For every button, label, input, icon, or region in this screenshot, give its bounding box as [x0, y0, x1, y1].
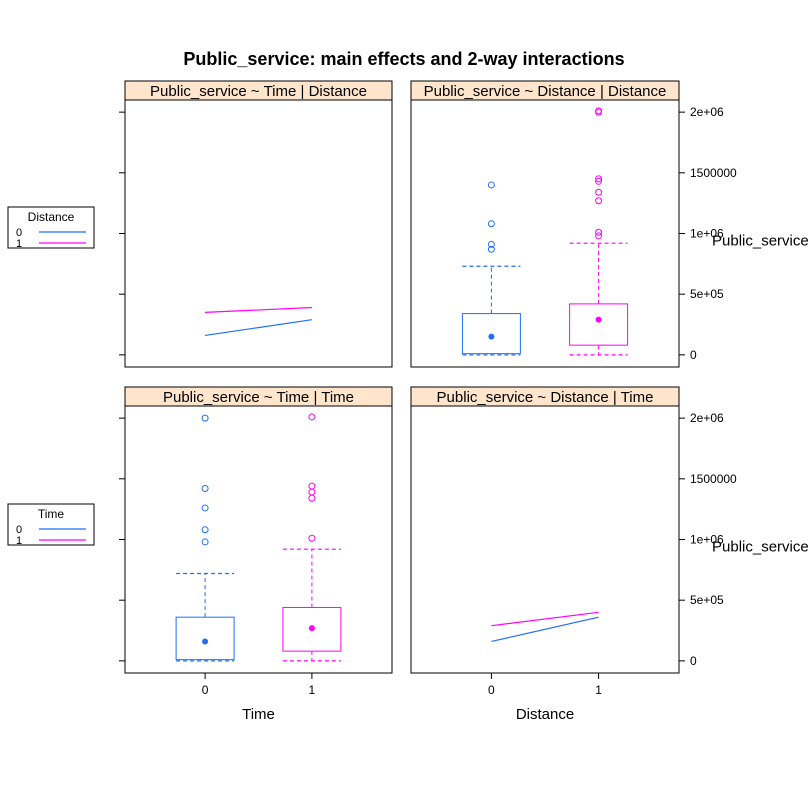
outlier-point [595, 228, 603, 236]
legend-title: Distance [28, 210, 75, 224]
y-axis-label: Public_service [712, 233, 809, 250]
box-body [175, 616, 235, 661]
chart-title: Public_service: main effects and 2-way i… [183, 49, 624, 69]
box-1 [282, 413, 342, 662]
median-point [595, 316, 602, 323]
panels: Public_service ~ Time | Distance Public_s… [124, 80, 680, 674]
x-tick-label: 1 [595, 683, 602, 697]
outlier-point [201, 538, 209, 546]
median-point [308, 625, 315, 632]
y-tick-label: 2e+06 [690, 105, 724, 119]
outlier-point [487, 220, 495, 228]
outlier-point [595, 232, 603, 240]
legend-entry-label: 0 [16, 524, 22, 536]
y-tick-label: 5e+05 [690, 287, 724, 301]
panel-strip-label: Public_service ~ Time | Distance [150, 83, 367, 100]
legend-entry-label: 1 [16, 535, 22, 547]
x-axis-label: Distance [516, 706, 574, 723]
outlier-point [201, 526, 209, 534]
y-tick-label: 1e+06 [690, 227, 724, 241]
outlier-point [308, 482, 316, 490]
outlier-point [308, 494, 316, 502]
panel-0: Public_service ~ Time | Distance [124, 80, 393, 368]
y-tick-label: 1500000 [690, 472, 737, 486]
legend-time: Time 01 [7, 503, 95, 547]
legend-distance: Distance 01 [7, 206, 95, 250]
box-1 [569, 107, 629, 356]
outlier-point [595, 188, 603, 196]
outlier-point [308, 488, 316, 496]
x-tick-label: 0 [202, 683, 209, 697]
outlier-point [201, 485, 209, 493]
panel-strip-label: Public_service ~ Time | Time [163, 389, 354, 406]
series-line-1 [205, 306, 312, 313]
panel-strip-label: Public_service ~ Distance | Time [437, 389, 654, 406]
y-tick-label: 2e+06 [690, 411, 724, 425]
legend-title: Time [38, 507, 65, 521]
x-tick-label: 1 [309, 683, 316, 697]
legend-box [7, 503, 95, 546]
outlier-point [201, 414, 209, 422]
box-body [461, 313, 521, 355]
box-0 [461, 181, 521, 356]
outlier-point [487, 181, 495, 189]
y-tick-label: 0 [690, 348, 697, 362]
outlier-point [308, 534, 316, 542]
x-tick-label: 0 [488, 683, 495, 697]
box-body [569, 303, 629, 346]
outlier-point [595, 177, 603, 185]
panel-2: Public_service ~ Time | Time [124, 386, 393, 674]
panel-frame [124, 405, 393, 674]
median-point [202, 638, 209, 645]
panel-strip-label: Public_service ~ Distance | Distance [424, 83, 667, 100]
panel-frame [410, 99, 680, 368]
outlier-point [201, 504, 209, 512]
series-line-0 [491, 616, 599, 643]
series-line-0 [205, 319, 312, 337]
y-tick-label: 1e+06 [690, 533, 724, 547]
y-tick-label: 1500000 [690, 166, 737, 180]
median-point [488, 333, 495, 340]
y-axis-label: Public_service [712, 539, 809, 556]
outlier-point [595, 197, 603, 205]
outlier-point [595, 107, 603, 115]
outlier-point [487, 245, 495, 253]
outlier-point [308, 413, 316, 421]
outlier-point [595, 175, 603, 183]
y-tick-label: 0 [690, 654, 697, 668]
legend-entry-label: 1 [16, 238, 22, 250]
panel-frame [124, 99, 393, 368]
y-tick-label: 5e+05 [690, 593, 724, 607]
panel-frame [410, 405, 680, 674]
legend-entry-label: 0 [16, 227, 22, 239]
series-line-1 [491, 611, 599, 627]
legend-box [7, 206, 95, 249]
x-axis-label: Time [242, 706, 275, 723]
panel-3: Public_service ~ Distance | Time [410, 386, 680, 674]
box-body [282, 606, 342, 652]
axes: 0 5e+05 1e+06 1500000 2e+06 Public_service 0 1 T… [119, 105, 809, 723]
box-0 [175, 414, 235, 662]
outlier-point [487, 240, 495, 248]
panel-1: Public_service ~ Distance | Distance [410, 80, 680, 368]
